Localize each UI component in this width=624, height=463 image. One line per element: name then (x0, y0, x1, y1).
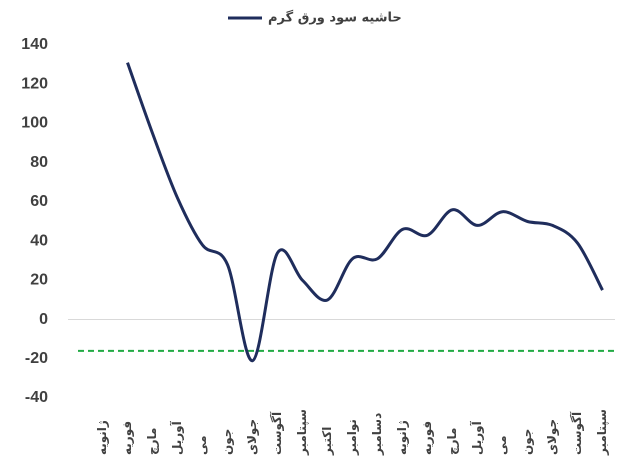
x-tick-label: سپتامبر (295, 409, 309, 456)
x-tick-label: آگوست (569, 411, 585, 455)
x-tick-label: سپتامبر (595, 409, 609, 456)
x-tick-label: مارچ (445, 428, 459, 456)
y-tick-label: 120 (21, 75, 48, 92)
x-tick-label: می (195, 435, 209, 455)
x-tick-label: آگوست (269, 411, 285, 455)
x-tick-label: جون (520, 429, 535, 455)
x-tick-label: فوریه (420, 421, 435, 455)
x-tick-label: دسامبر (370, 413, 384, 456)
y-tick-label: 100 (21, 115, 48, 132)
x-tick-label: می (495, 435, 509, 455)
y-tick-label: 60 (30, 193, 48, 210)
x-tick-label: نوامبر (345, 419, 360, 456)
x-tick-label: اکتبر (320, 427, 334, 456)
x-tick-label: آوریل (169, 420, 185, 455)
y-tick-label: 0 (39, 311, 48, 328)
y-tick-label: -20 (25, 350, 48, 367)
x-tick-label: جون (220, 429, 235, 455)
x-tick-label: ژانویه (95, 420, 110, 455)
y-tick-label: 20 (30, 272, 48, 289)
y-tick-label: 40 (30, 232, 48, 249)
y-tick-label: -40 (25, 389, 48, 406)
x-tick-label: ژانویه (395, 420, 410, 455)
y-tick-label: 80 (30, 154, 48, 171)
series-line (126, 62, 604, 363)
y-tick-label: 140 (21, 36, 48, 53)
x-tick-label: مارچ (145, 428, 159, 456)
x-tick-label: جولای (245, 419, 260, 455)
x-tick-label: آوریل (469, 420, 485, 455)
x-tick-label: جولای (545, 419, 560, 455)
x-tick-label: فوریه (120, 421, 135, 455)
legend-label: حاشیه سود ورق گرم (268, 10, 402, 26)
